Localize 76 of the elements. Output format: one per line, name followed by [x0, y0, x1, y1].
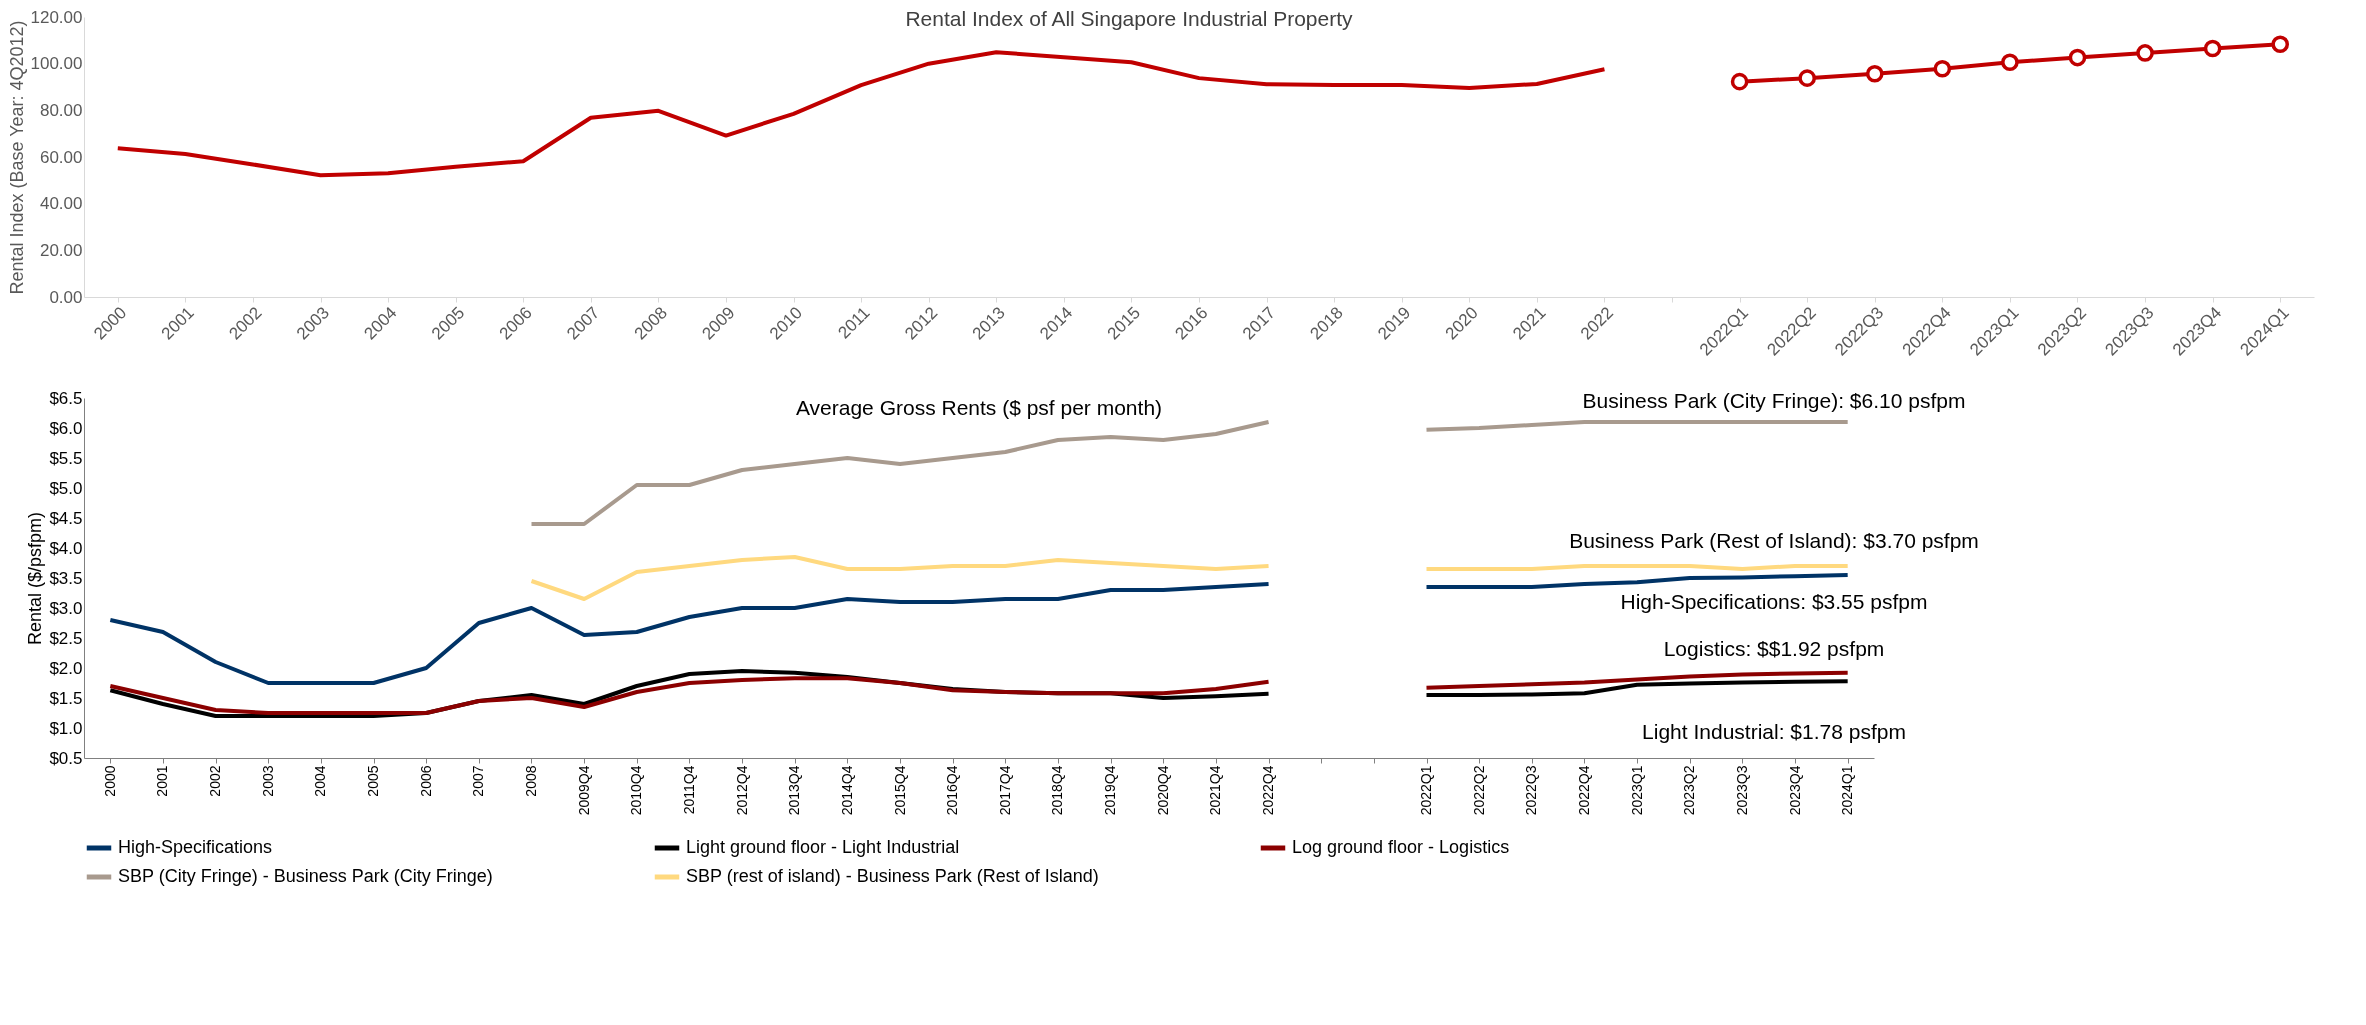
x-tick-label: 2006	[417, 765, 434, 797]
y-tick-label: $4.0	[49, 538, 83, 558]
y-tick-label: $1.5	[49, 688, 83, 708]
x-tick-label: 2008	[523, 765, 539, 797]
y-tick-label: $3.0	[49, 598, 83, 618]
chart-title: Average Gross Rents ($ psf per month)	[795, 396, 1163, 419]
x-tick-label: 2014Q4	[838, 765, 855, 816]
x-tick-label: 2018Q4	[1049, 765, 1066, 816]
legend-label: Light ground floor - Light Industrial	[686, 837, 960, 857]
point	[2271, 35, 2290, 54]
x-tick-label: 2023Q4	[1786, 765, 1803, 816]
point	[2203, 39, 2222, 58]
y-axis-title: Rental Index (Base Year: 4Q2012)	[6, 20, 27, 295]
x-tick-label: 2016Q4	[944, 765, 961, 816]
point	[1798, 69, 1816, 87]
x-tick-label: 2023Q3	[1733, 765, 1750, 816]
y-tick-label: 80.00	[39, 100, 83, 120]
y-axis-title: Rental ($/psfpm)	[25, 511, 46, 646]
y-tick-label: 120.00	[30, 7, 83, 27]
y-tick-label: $2.5	[49, 628, 83, 648]
chart-title: Rental Index of All Singapore Industrial Property	[905, 7, 1354, 30]
legend-label: Log ground floor - Logistics	[1292, 837, 1510, 857]
point	[2136, 44, 2154, 62]
annotation: Logistics: $$1.92 psfpm	[1663, 637, 1885, 660]
y-tick-label: $5.5	[49, 448, 83, 468]
line-series	[115, 50, 1607, 178]
x-tick-label: 2017Q4	[996, 765, 1013, 816]
y-tick-label: 0.00	[49, 287, 83, 307]
x-tick-label: 2019Q4	[1102, 765, 1119, 816]
y-tick-label: $0.5	[49, 748, 83, 768]
x-tick-label: 2011Q4	[680, 765, 697, 815]
x-tick-label: 2021Q4	[1207, 765, 1224, 816]
x-tick-label: 2024Q1	[1839, 765, 1856, 816]
x-tick-label: 2022Q4	[1575, 765, 1592, 816]
x-tick-label: 2000	[101, 765, 118, 797]
x-tick-label: 2020Q4	[1154, 765, 1171, 816]
annotation: High-Specifications: $3.55 psfpm	[1620, 590, 1928, 614]
x-tick-label: 2010Q4	[628, 765, 645, 816]
y-tick-label: $3.5	[49, 568, 83, 588]
legend-label: SBP (City Fringe) - Business Park (City Fringe)	[118, 866, 493, 886]
point	[1933, 59, 1952, 78]
y-tick-label: 60.00	[39, 147, 83, 167]
y-tick-label: $2.0	[49, 658, 83, 678]
x-tick-label: 2002	[207, 765, 224, 797]
annotation: Business Park (City Fringe): $6.10 psfpm	[1582, 388, 1966, 412]
point	[1730, 72, 1749, 91]
legend-label: High-Specifications	[118, 837, 273, 857]
x-tick-label: 2023Q1	[1628, 765, 1645, 816]
point	[1865, 64, 1884, 83]
point	[2068, 48, 2087, 67]
y-tick-label: $5.0	[49, 478, 83, 498]
y-tick-label: 100.00	[30, 54, 83, 74]
annotation: Light Industrial: $1.78 psfpm	[1642, 719, 1906, 743]
point	[2001, 53, 2019, 72]
x-tick-label: 2015Q4	[891, 765, 908, 816]
x-tick-label: 2005	[365, 765, 382, 797]
x-tick-label: 2012Q4	[733, 765, 750, 816]
y-tick-label: $1.0	[49, 718, 83, 738]
legend-label: SBP (rest of island) - Business Park (Rest of Island)	[686, 866, 1099, 886]
x-tick-label: 2007	[470, 765, 487, 797]
x-tick-label: 2009Q4	[575, 765, 592, 816]
y-tick-label: $6.5	[49, 388, 83, 408]
x-tick-label: 2004	[312, 765, 329, 797]
y-tick-label: $6.0	[49, 418, 83, 438]
x-tick-label: 2022Q2	[1470, 765, 1487, 816]
x-tick-label: 2001	[154, 765, 171, 797]
x-tick-label: 2022Q3	[1523, 765, 1540, 816]
x-tick-label: 2023Q2	[1681, 765, 1698, 816]
y-tick-label: $4.5	[49, 508, 83, 528]
y-tick-label: 20.00	[39, 240, 83, 260]
x-tick-label: 2013Q4	[786, 765, 803, 816]
x-tick-label: 2003	[259, 765, 276, 797]
x-tick-label: 2022Q1	[1418, 765, 1434, 816]
x-tick-label: 2022Q4	[1260, 765, 1277, 816]
y-tick-label: 40.00	[39, 194, 83, 214]
annotation: Business Park (Rest of Island): $3.70 psfpm	[1569, 529, 1979, 552]
